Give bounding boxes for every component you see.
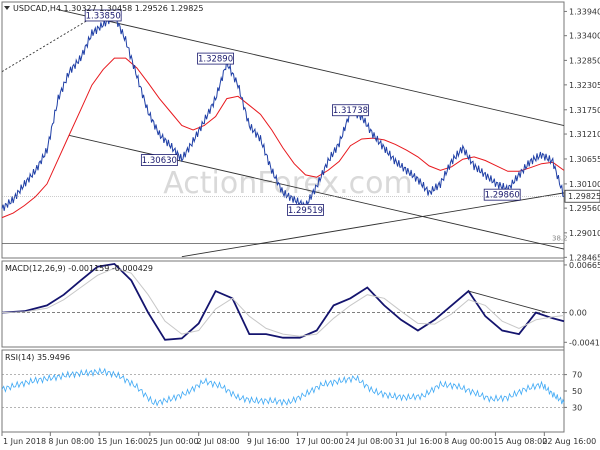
x-tick-label: 8 Aug 00:00	[444, 437, 493, 446]
price-label-frame	[84, 9, 122, 22]
rsi-title: RSI(14) 35.9496	[5, 353, 70, 362]
x-tick-label: 22 Aug 16:00	[542, 437, 596, 446]
price-label-frame	[483, 188, 521, 201]
current-price-label: 1.29825	[568, 192, 600, 201]
price-label-text: 1.29860	[485, 191, 520, 201]
x-tick-label: 8 Jun 08:00	[48, 437, 94, 446]
fib-label: 38.2	[552, 235, 568, 243]
price-series	[1, 12, 565, 211]
x-tick-label: 15 Jun 16:00	[97, 437, 148, 446]
price-label-box: 1.30630	[140, 154, 178, 166]
x-tick-label: 24 Jul 08:00	[345, 437, 393, 446]
macd-trendline	[468, 290, 548, 314]
y-tick-label: 0.00	[569, 309, 587, 318]
channel-trendline	[181, 192, 565, 258]
price-label-box: 1.32890	[197, 52, 234, 65]
price-label-text: 1.31738	[333, 106, 368, 116]
price-label-box: 1.33850	[84, 9, 122, 22]
y-tick-label: 1.31750	[569, 106, 600, 115]
macd-title: MACD(12,26,9) -0.001159 -0.000429	[5, 264, 153, 273]
y-tick-label: 1.30655	[569, 155, 600, 164]
price-label-box: 1.29519	[287, 204, 324, 216]
x-tick-label: 2 Jul 08:00	[197, 437, 240, 446]
current-price-box	[564, 189, 600, 203]
x-tick-label: 17 Jul 00:00	[296, 437, 344, 446]
price-label-frame	[140, 154, 178, 166]
y-tick-label: 1.32305	[569, 81, 600, 90]
macd-signal-line	[1, 267, 565, 337]
price-label-frame	[197, 52, 234, 65]
y-tick-label: 70	[572, 371, 582, 380]
price-label-frame	[332, 104, 369, 117]
pane-frame	[1, 1, 565, 259]
macd-line	[1, 262, 565, 341]
price-label-text: 1.29519	[288, 206, 323, 216]
channel-trendline	[58, 9, 565, 126]
price-label-box: 1.29860	[483, 188, 521, 201]
price-title: USDCAD,H4 1.30327 1.30458 1.29526 1.2982…	[13, 4, 203, 13]
pane-frame	[1, 349, 565, 433]
y-tick-label: 50	[572, 387, 582, 396]
y-tick-label: 1.29010	[569, 229, 600, 238]
y-tick-label: 1.30100	[569, 180, 600, 189]
y-tick-label: 1.31210	[569, 130, 600, 139]
price-label-text: 1.32890	[198, 55, 233, 65]
dropdown-icon	[4, 6, 10, 10]
x-tick-label: 31 Jul 16:00	[395, 437, 443, 446]
y-tick-label: 1.29560	[569, 204, 600, 213]
x-tick-label: 15 Aug 08:00	[493, 437, 547, 446]
x-tick-label: 1 Jun 2018	[3, 437, 46, 446]
y-tick-label: 1.28465	[569, 253, 600, 262]
y-tick-label: 1.32850	[569, 56, 600, 65]
x-tick-label: 9 Jul 16:00	[247, 437, 290, 446]
y-tick-label: 1.33940	[569, 7, 600, 16]
price-label-box: 1.31738	[332, 104, 369, 117]
price-label-text: 1.33850	[86, 11, 121, 21]
price-label-text: 1.30630	[142, 156, 177, 166]
x-tick-label: 25 Jun 00:00	[148, 437, 199, 446]
price-label-frame	[287, 204, 324, 216]
y-tick-label: 30	[572, 403, 582, 412]
y-tick-label: 0.006651	[569, 261, 600, 270]
y-tick-label: 1.33400	[569, 32, 600, 41]
rsi-line	[1, 367, 565, 407]
y-tick-label: -0.004145	[569, 338, 600, 347]
